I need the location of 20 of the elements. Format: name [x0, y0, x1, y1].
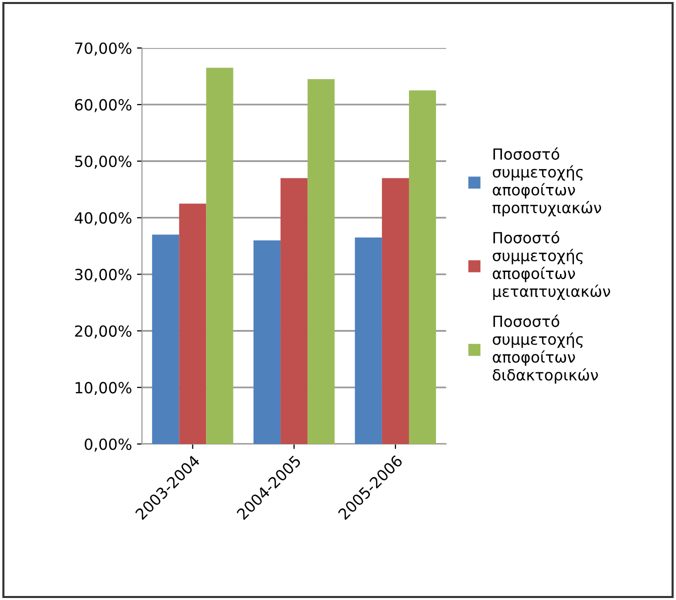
y-tick-label: 0,00%	[84, 438, 132, 452]
y-tick-label: 20,00%	[75, 325, 132, 338]
bar	[308, 79, 335, 444]
bar	[382, 178, 409, 444]
legend-label: Ποσοστό συμμετοχής αποφοίτων διδακτορικών	[492, 314, 598, 384]
bar	[254, 240, 281, 444]
y-tick-label: 70,00%	[75, 42, 132, 56]
bar	[280, 178, 308, 444]
y-tick-label: 10,00%	[76, 382, 132, 396]
legend-label: Ποσοστό συμμετοχής αποφοίτων μεταπτυχιακών	[492, 231, 610, 300]
y-tick-label: 40,00%	[74, 212, 132, 226]
bar	[179, 204, 206, 444]
bar	[152, 234, 180, 444]
bar	[354, 238, 382, 444]
y-tick-label: 30,00%	[75, 268, 132, 282]
y-tick-label: 60,00%	[75, 99, 132, 112]
y-tick-label: 50,00%	[75, 156, 132, 169]
legend-label: Ποσοστό συμμετοχής αποφοίτων προπτυχιακών	[492, 147, 602, 216]
bar	[206, 68, 234, 444]
bar	[408, 90, 436, 444]
